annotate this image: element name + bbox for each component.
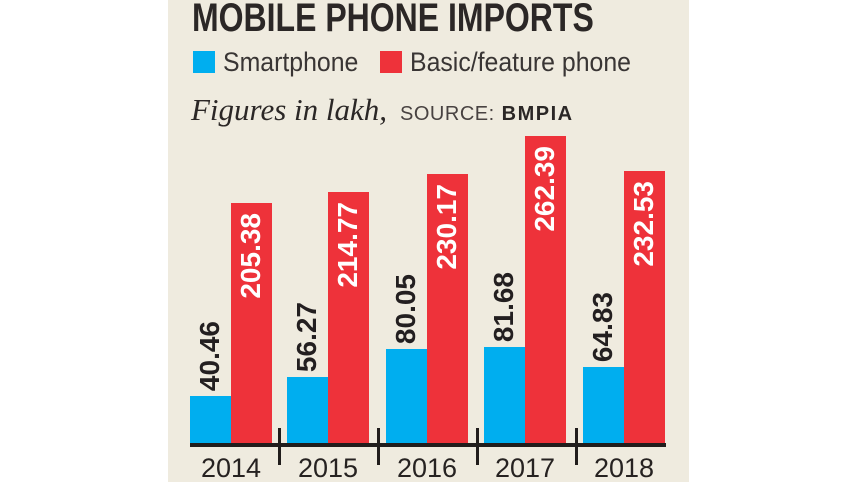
axis-tick [575,428,578,465]
feature-phone-value-label: 232.53 [628,181,660,267]
feature-phone-bar-2015 [328,192,369,443]
smartphone-value-label: 80.05 [390,273,422,344]
bar-group-2014: 40.46 205.38 2014 [190,133,272,483]
x-axis-label-2014: 2014 [200,453,262,483]
smartphone-value-label: 81.68 [488,271,520,342]
bar-group-2016: 80.05 230.17 2016 [386,133,468,483]
feature-phone-legend-swatch [380,51,403,73]
source-line: Figures in lakh, SOURCE: BMPIA [191,92,574,128]
axis-tick [377,428,380,465]
feature-phone-value-label: 262.39 [529,146,561,232]
smartphone-legend-label: Smartphone [223,47,359,77]
axis-tick [476,428,479,465]
smartphone-value-label: 64.83 [587,291,619,362]
x-axis-label-2018: 2018 [593,453,655,483]
smartphone-value-label: 56.27 [291,301,323,372]
smartphone-bar-2014 [190,396,231,443]
feature-phone-value-label: 214.77 [332,202,364,288]
x-axis-label-2016: 2016 [396,453,458,483]
smartphone-bar-2016 [386,349,427,443]
smartphone-bar-2018 [583,367,624,443]
smartphone-value-label: 40.46 [194,320,226,391]
feature-phone-bar-2014 [231,203,272,443]
smartphone-bar-2017 [484,347,525,443]
source-value: BMPIA [501,103,574,125]
infographic-panel: MOBILE PHONE IMPORTS Smartphone Basic/fe… [168,0,689,483]
axis-tick [278,428,281,465]
bar-group-2017: 81.68 262.39 2017 [484,133,566,483]
legend: Smartphone Basic/feature phone [193,47,650,77]
units-note: Figures in lakh, [191,92,388,127]
bar-chart: 40.46 205.38 2014 56.27 214.77 2015 80.0… [190,133,666,483]
feature-phone-bar-2017 [525,136,566,443]
bar-group-2015: 56.27 214.77 2015 [287,133,369,483]
feature-phone-value-label: 205.38 [235,213,267,299]
smartphone-legend-swatch [193,51,215,73]
feature-phone-legend-label: Basic/feature phone [410,47,632,77]
feature-phone-bar-2016 [427,174,468,443]
feature-phone-bar-2018 [624,171,665,443]
bar-group-2018: 64.83 232.53 2018 [583,133,665,483]
chart-title: MOBILE PHONE IMPORTS [192,0,594,40]
x-axis-label-2017: 2017 [494,453,556,483]
feature-phone-value-label: 230.17 [431,184,463,270]
smartphone-bar-2015 [287,377,328,443]
source-label: SOURCE: [400,103,495,125]
x-axis-label-2015: 2015 [297,453,359,483]
